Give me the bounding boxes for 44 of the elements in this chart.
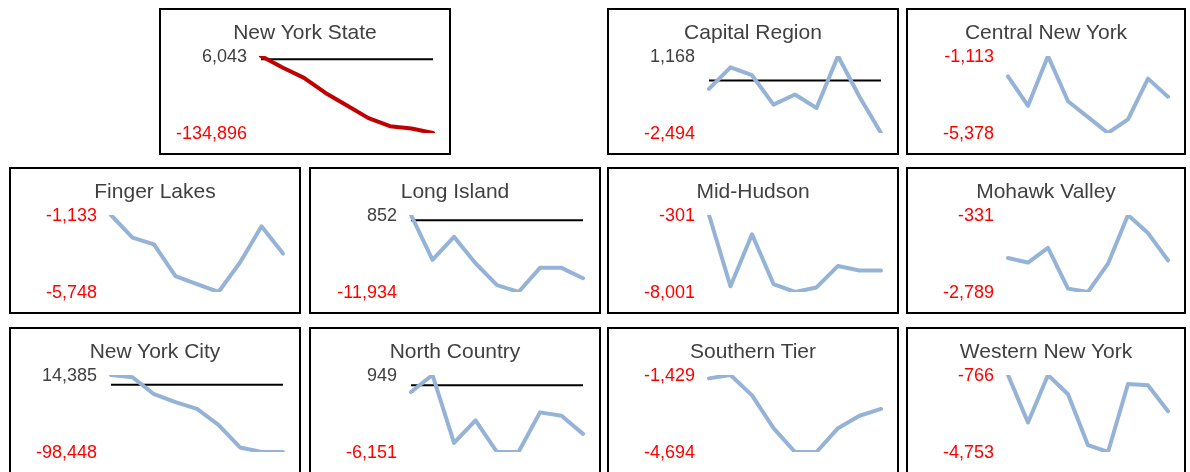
y-tick-label: -4,694 — [643, 442, 695, 462]
chart-title: Central New York — [963, 20, 1129, 44]
line-series — [409, 375, 585, 452]
y-tick-label: -2,494 — [643, 123, 695, 143]
y-tick-label: -6,151 — [345, 442, 397, 462]
chart-title: Capital Region — [683, 20, 823, 44]
chart-title: Long Island — [399, 179, 511, 203]
y-tick-label: 852 — [366, 205, 397, 225]
y-tick-label: 1,168 — [649, 46, 695, 66]
y-tick-label: 949 — [366, 365, 397, 385]
chart-title: New York State — [232, 20, 378, 44]
y-tick-label: 14,385 — [41, 365, 97, 385]
line-series — [707, 56, 883, 133]
line-series — [109, 375, 285, 452]
line-series — [1006, 375, 1170, 452]
line-series — [259, 56, 435, 133]
chart-title: New York City — [88, 339, 222, 363]
y-tick-label: -766 — [957, 365, 994, 385]
line-series — [109, 215, 285, 292]
y-tick-label: -134,896 — [175, 123, 247, 143]
y-tick-label: 6,043 — [201, 46, 247, 66]
chart-title: Southern Tier — [688, 339, 818, 363]
chart-title: Finger Lakes — [93, 179, 217, 203]
line-series — [707, 215, 883, 292]
line-series — [707, 375, 883, 452]
chart-title: Mid-Hudson — [695, 179, 811, 203]
y-tick-label: -4,753 — [942, 442, 994, 462]
y-tick-label: -98,448 — [35, 442, 97, 462]
line-series — [1006, 215, 1170, 292]
y-tick-label: -5,748 — [45, 282, 97, 302]
y-tick-label: -331 — [957, 205, 994, 225]
y-tick-label: -1,429 — [643, 365, 695, 385]
y-tick-label: -11,934 — [337, 282, 397, 302]
y-tick-label: -2,789 — [942, 282, 994, 302]
line-series — [409, 215, 585, 292]
line-series — [1006, 56, 1170, 133]
chart-title: Mohawk Valley — [975, 179, 1117, 203]
chart-title: Western New York — [958, 339, 1134, 363]
y-tick-label: -301 — [658, 205, 695, 225]
y-tick-label: -8,001 — [643, 282, 695, 302]
chart-title: North Country — [388, 339, 522, 363]
y-tick-label: -1,113 — [944, 46, 994, 66]
y-tick-label: -1,133 — [45, 205, 97, 225]
y-tick-label: -5,378 — [942, 123, 994, 143]
